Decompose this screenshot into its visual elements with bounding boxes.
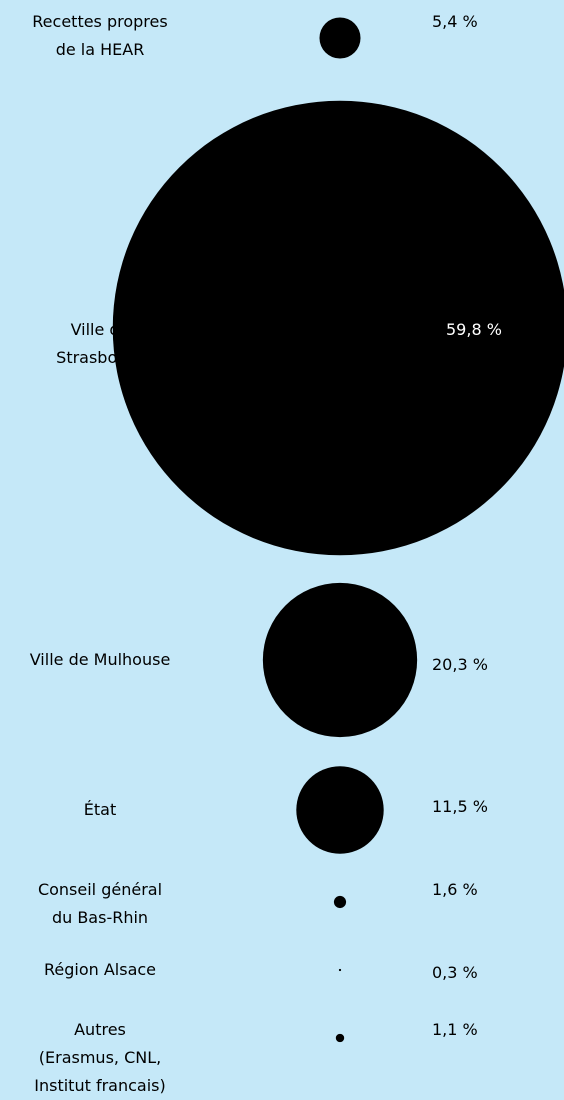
bubble: [296, 766, 384, 854]
value-label: 5,4 %: [432, 12, 478, 31]
value-label: 11,5 %: [432, 797, 488, 816]
category-label: Ville de Mulhouse: [29, 650, 171, 669]
bubble: [333, 895, 347, 909]
bubble: [338, 968, 342, 972]
bubble: [262, 582, 418, 738]
value-label: 59,8 %: [446, 320, 502, 339]
bubble: [335, 1033, 345, 1043]
value-label: 1,6 %: [432, 880, 478, 899]
category-label: État: [83, 800, 117, 819]
bubble: [112, 100, 564, 556]
category-label: Région Alsace: [43, 960, 157, 979]
category-label: Ville de Strasbourg: [56, 320, 144, 367]
category-label: Autres (Erasmus, CNL, Institut francais): [34, 1020, 166, 1095]
value-label: 1,1 %: [432, 1020, 478, 1039]
bubble: [319, 17, 361, 59]
category-label: Conseil général du Bas-Rhin: [37, 880, 163, 927]
category-label: Recettes propres de la HEAR: [32, 12, 168, 59]
value-label: 20,3 %: [432, 655, 488, 674]
value-label: 0,3 %: [432, 963, 478, 982]
